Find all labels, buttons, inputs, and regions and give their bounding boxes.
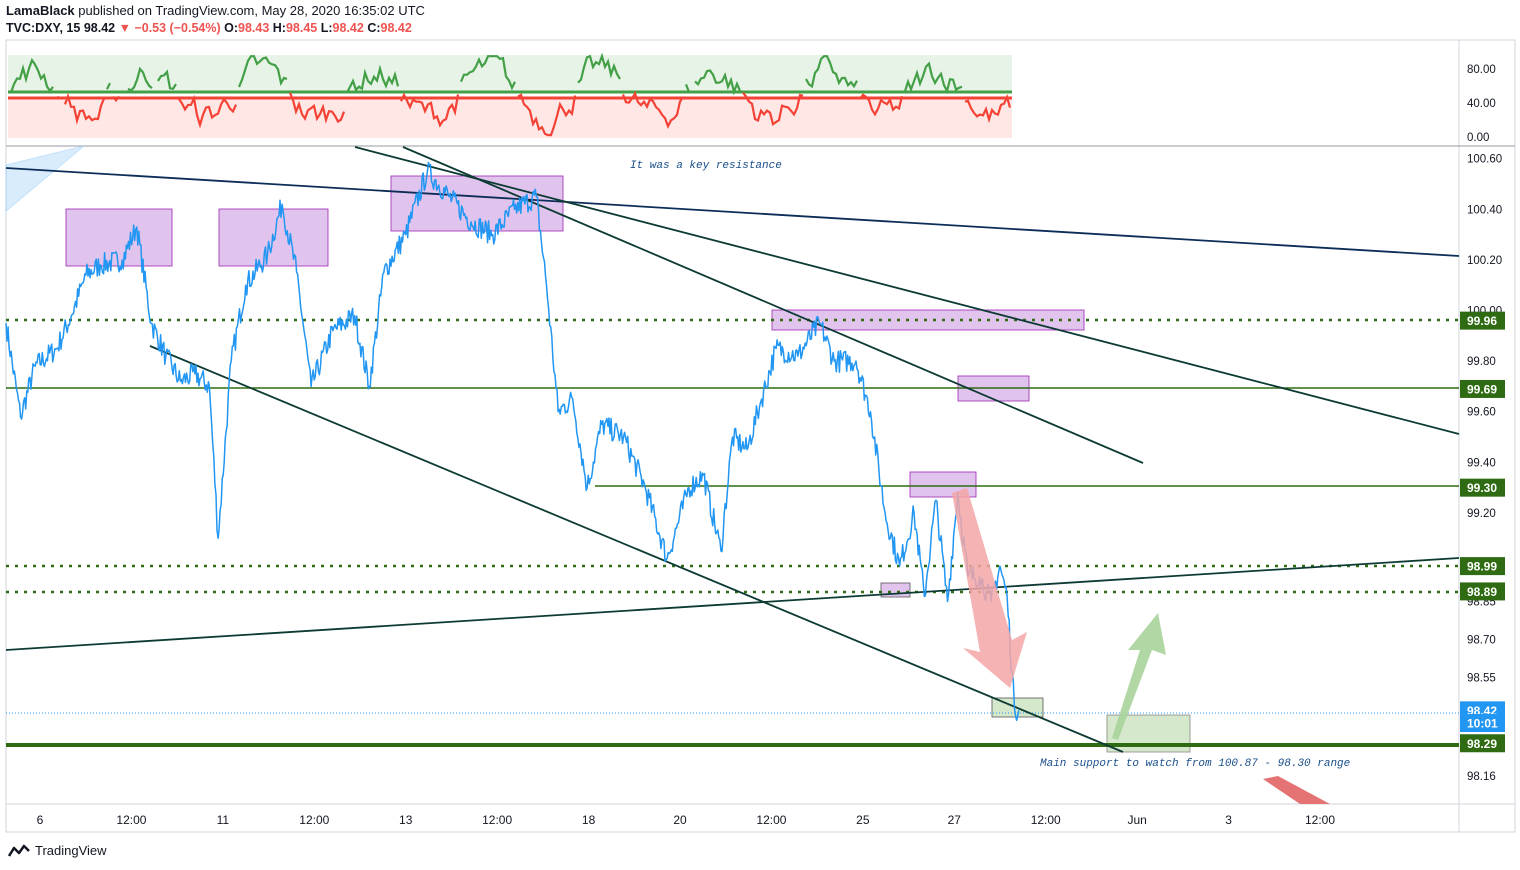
price-tick-label: 98.55 <box>1467 672 1496 684</box>
price-badge-text: 99.69 <box>1467 382 1497 396</box>
price-badge-text: 98.29 <box>1467 737 1497 751</box>
fib-zone-shape <box>5 145 85 213</box>
time-tick-label: 12:00 <box>116 813 146 827</box>
close-value: 98.42 <box>380 21 412 35</box>
price-badge-bg <box>1460 311 1505 330</box>
price-tick-label: 99.40 <box>1467 457 1496 469</box>
indicator-pane: 80.00 40.00 0.00 <box>8 52 1496 144</box>
main-pane: It was a key resistance Main support to … <box>5 145 1460 804</box>
price-badge-bg <box>1460 557 1505 576</box>
price-badge-text: 99.96 <box>1467 314 1497 328</box>
price-badge-text: 98.99 <box>1467 560 1497 574</box>
price-line <box>5 161 1020 722</box>
time-tick-label: 12:00 <box>756 813 786 827</box>
change-value: −0.53 (−0.54%) <box>134 21 221 35</box>
time-tick-label: 3 <box>1225 813 1232 827</box>
price-badge: 99.96 <box>1460 311 1505 330</box>
high-value: 98.45 <box>285 21 318 35</box>
annotation-main-support[interactable]: Main support to watch from 100.87 - 98.3… <box>1040 758 1350 770</box>
price-badge: 99.69 <box>1460 379 1505 398</box>
price-badge-text: 99.30 <box>1467 481 1497 495</box>
time-tick-label: 20 <box>673 813 687 827</box>
price-badge-bg <box>1460 734 1505 753</box>
indicator-tick-label: 0.00 <box>1467 132 1489 144</box>
indicator-line-down <box>55 90 1012 137</box>
time-tick-label: 27 <box>948 813 962 827</box>
time-tick-label: 12:00 <box>1031 813 1061 827</box>
time-tick-label: 11 <box>217 813 230 827</box>
author-name[interactable]: LamaBlack <box>6 3 75 18</box>
publish-info: published on TradingView.com, May 28, 20… <box>78 3 425 18</box>
indicator-line-up <box>9 52 963 96</box>
time-tick-label: 13 <box>399 813 413 827</box>
trendline-ascending-support[interactable] <box>5 557 1460 651</box>
brand-name: TradingView <box>35 843 107 858</box>
price-tick-label: 99.80 <box>1467 356 1496 368</box>
price-tick-label: 100.60 <box>1467 154 1502 166</box>
footer-brand[interactable]: TradingView <box>8 843 107 858</box>
time-tick-label: Jun <box>1127 813 1146 827</box>
price-tick-label: 100.20 <box>1467 255 1502 267</box>
bullish-arrow[interactable] <box>1112 613 1166 740</box>
price-axis[interactable]: 100.60100.40100.20100.0099.8099.6099.409… <box>1467 154 1502 784</box>
price-tick-label: 99.60 <box>1467 407 1496 419</box>
down-arrow-icon: ▼ <box>118 21 131 35</box>
price-badge: 98.89 <box>1460 582 1505 601</box>
symbol-label: TVC:DXY, 15 <box>6 21 81 35</box>
open-label: O: <box>224 21 238 35</box>
price-tick-label: 100.40 <box>1467 204 1502 216</box>
indicator-tick-label: 40.00 <box>1467 98 1496 110</box>
low-value: 98.42 <box>332 21 364 35</box>
price-badge-bg <box>1460 714 1505 733</box>
open-value: 98.43 <box>238 21 270 35</box>
price-tick-label: 98.16 <box>1467 771 1496 783</box>
price-badge: 98.29 <box>1460 734 1505 753</box>
annotation-key-resistance[interactable]: It was a key resistance <box>630 160 782 172</box>
price-badge: 99.30 <box>1460 478 1505 497</box>
price-badge-bg <box>1460 582 1505 601</box>
indicator-overbought-zone <box>8 55 1012 92</box>
low-label: L: <box>320 21 333 35</box>
high-label: H: <box>272 21 286 35</box>
indicator-tick-label: 80.00 <box>1467 64 1496 76</box>
time-axis[interactable]: 6 12:00 11 12:00 13 12:00 18 20 12:00 25 27 12:00 Ju… <box>37 813 1336 827</box>
ohlc-line: TVC:DXY, 15 98.42 ▼ −0.53 (−0.54%) O:98.… <box>6 21 412 35</box>
price-badge: 10:01 <box>1460 714 1505 733</box>
indicator-oversold-zone <box>8 98 1012 138</box>
price-badge: 98.99 <box>1460 557 1505 576</box>
publish-line: LamaBlack published on TradingView.com, … <box>6 3 425 18</box>
indicator-axis: 80.00 40.00 0.00 <box>1467 64 1496 144</box>
close-label: C: <box>367 21 381 35</box>
price-tick-label: 99.20 <box>1467 508 1496 520</box>
last-price: 98.42 <box>83 21 116 35</box>
time-tick-label: 6 <box>37 813 44 827</box>
tradingview-logo-icon <box>8 844 30 857</box>
trendline-channel-bottom[interactable] <box>149 345 1124 753</box>
time-tick-label: 12:00 <box>482 813 512 827</box>
bearish-arrow[interactable] <box>952 488 1027 688</box>
resistance-box-1[interactable] <box>65 208 173 267</box>
time-tick-label: 12:00 <box>299 813 329 827</box>
time-tick-label: 12:00 <box>1305 813 1335 827</box>
price-badge-text: 98.89 <box>1467 585 1497 599</box>
trendline-descending-2[interactable] <box>402 146 1144 464</box>
chart-frame <box>5 39 1516 833</box>
price-tick-label: 98.70 <box>1467 635 1496 647</box>
time-tick-label: 18 <box>582 813 596 827</box>
price-badge-bg <box>1460 478 1505 497</box>
price-badge-text: 10:01 <box>1467 717 1498 731</box>
trendline-descending-1[interactable] <box>354 146 1460 435</box>
red-arrow-partial <box>1263 776 1330 804</box>
time-tick-label: 25 <box>856 813 870 827</box>
price-badge-bg <box>1460 379 1505 398</box>
trendline-upper-resistance[interactable] <box>5 167 1460 257</box>
